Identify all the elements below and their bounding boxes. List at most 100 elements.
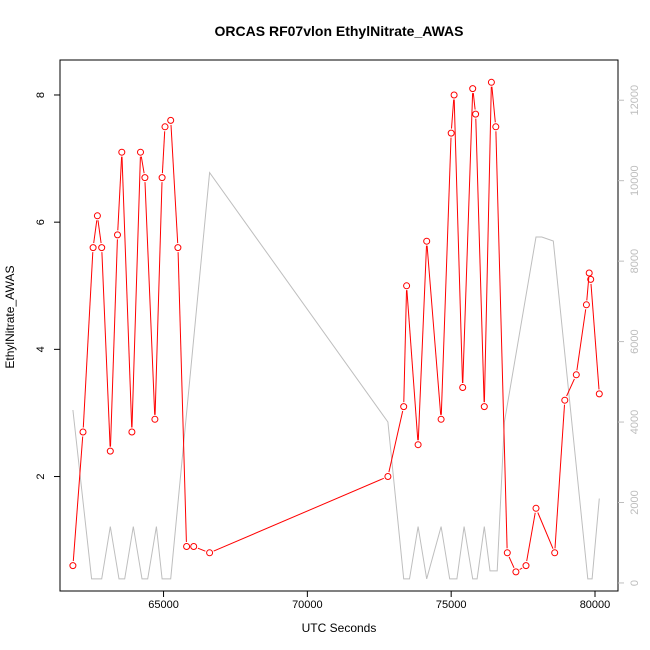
x-tick-label: 65000 — [148, 599, 179, 611]
primary-series-segment — [110, 239, 118, 447]
data-point — [167, 116, 175, 124]
y2-tick-label: 10000 — [629, 165, 641, 196]
data-point — [472, 110, 480, 118]
data-point — [161, 123, 169, 131]
y2-tick-label: 2000 — [629, 490, 641, 514]
data-point — [174, 244, 182, 252]
primary-series-segment — [161, 131, 166, 174]
data-point — [437, 415, 445, 423]
y-axis-right: 0 2000 4000 6000 8000 10000 12000 — [618, 85, 641, 586]
y2-tick-label: 12000 — [629, 85, 641, 116]
primary-series-layer — [69, 78, 603, 576]
primary-series-segment — [131, 156, 141, 428]
data-point — [587, 275, 595, 283]
data-point — [487, 78, 495, 86]
data-point — [551, 549, 559, 557]
data-point — [93, 212, 101, 220]
primary-series-segment — [462, 93, 474, 384]
data-point — [183, 543, 191, 550]
data-point — [118, 148, 126, 156]
x-tick-label: 80000 — [580, 599, 611, 611]
primary-series-segment — [453, 99, 463, 384]
data-point — [158, 174, 166, 182]
data-point — [403, 282, 411, 290]
primary-series-segment — [554, 404, 565, 549]
primary-series-segment — [121, 156, 133, 428]
chart-title: ORCAS RF07vlon EthylNitrate_AWAS — [215, 23, 464, 39]
data-point — [532, 504, 540, 512]
x-axis-label: UTC Seconds — [302, 621, 377, 635]
data-point — [572, 371, 580, 379]
x-tick-label: 75000 — [436, 599, 467, 611]
data-point — [595, 390, 603, 398]
data-point — [512, 568, 520, 576]
data-point — [469, 85, 477, 93]
primary-series-segment — [406, 290, 419, 441]
data-point — [522, 562, 530, 570]
primary-series-segment — [483, 86, 492, 403]
y2-tick-label: 8000 — [629, 249, 641, 273]
primary-series-segment — [82, 252, 94, 428]
y-axis-label: EthylNitrate_AWAS — [3, 265, 17, 368]
data-point — [106, 447, 114, 455]
data-point — [423, 237, 431, 245]
plot-frame — [59, 59, 619, 592]
data-point — [206, 549, 214, 557]
primary-series-segment — [101, 252, 111, 447]
data-point — [492, 123, 500, 131]
data-point — [141, 174, 149, 182]
primary-series-segment — [140, 156, 145, 174]
y2-tick-label: 6000 — [629, 329, 641, 353]
data-point — [151, 415, 159, 423]
y2-tick-label: 0 — [629, 580, 641, 586]
data-point — [582, 301, 590, 309]
primary-series-segment — [117, 156, 123, 231]
secondary-series-layer — [72, 171, 600, 580]
data-point — [128, 428, 136, 436]
primary-series-segment — [93, 220, 98, 244]
primary-series-segment — [177, 252, 187, 543]
data-point — [79, 428, 87, 436]
primary-series-segment — [519, 567, 523, 570]
primary-series-segment — [154, 182, 163, 415]
primary-series-segment — [475, 118, 485, 403]
data-point — [400, 403, 408, 411]
y-axis-left: 2 4 6 8 — [35, 92, 60, 480]
primary-series-segment — [417, 245, 427, 441]
primary-series-segment — [451, 99, 455, 129]
data-point — [190, 543, 198, 550]
data-point — [480, 403, 488, 411]
data-point — [89, 244, 97, 252]
data-point — [503, 549, 511, 557]
y2-tick-label: 4000 — [629, 410, 641, 434]
primary-series-segment — [537, 512, 554, 549]
data-point — [98, 244, 106, 252]
primary-series-segment — [472, 93, 476, 110]
primary-series-segment — [72, 436, 84, 562]
primary-series-segment — [495, 131, 508, 549]
y-tick-label: 6 — [35, 219, 47, 225]
primary-series-segment — [213, 477, 384, 552]
primary-series-segment — [440, 137, 452, 415]
data-point — [114, 231, 121, 239]
primary-series-segment — [388, 410, 404, 473]
data-point — [137, 148, 144, 156]
data-point — [585, 269, 593, 277]
primary-series-segment — [508, 556, 515, 569]
primary-series-segment — [491, 86, 496, 123]
data-point — [450, 91, 458, 99]
data-point — [561, 396, 569, 404]
data-point — [447, 129, 455, 137]
primary-series-segment — [170, 124, 179, 244]
primary-series-segment — [197, 547, 206, 552]
x-axis: 65000 70000 75000 80000 — [148, 591, 610, 611]
primary-series-segment — [426, 245, 442, 415]
primary-series-segment — [403, 290, 407, 403]
primary-series-segment — [576, 309, 587, 371]
data-point — [69, 562, 77, 570]
y-tick-label: 2 — [35, 473, 47, 479]
primary-series-segment — [590, 283, 600, 390]
y-tick-label: 8 — [35, 92, 47, 98]
